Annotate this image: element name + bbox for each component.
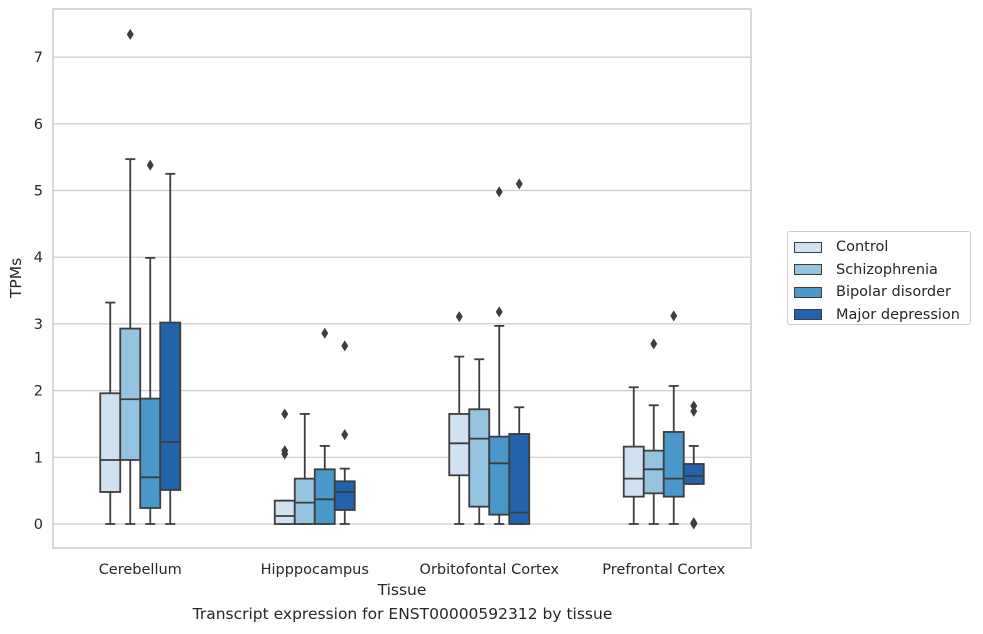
legend: Control Schizophrenia Bipolar disorder Majo…	[787, 231, 971, 325]
box-iqr	[293, 477, 316, 525]
outlier-marker	[281, 445, 289, 457]
y-tick-label: 6	[34, 117, 43, 133]
x-tick-label: Orbitofontal Cortex	[420, 562, 560, 578]
box-bipolar-disorder	[488, 186, 511, 525]
box-groups	[99, 28, 705, 530]
box-major-depression	[508, 178, 531, 525]
y-tick-labels: 0 1 2 3 4 5 6 7	[34, 50, 43, 533]
outlier-marker	[515, 178, 523, 190]
outlier-marker	[126, 28, 134, 40]
plot-frame	[52, 8, 752, 549]
y-tick-label: 2	[34, 384, 43, 400]
legend-swatch	[794, 264, 822, 276]
box-bipolar-disorder	[139, 159, 162, 525]
outlier-marker	[321, 327, 329, 339]
legend-swatch	[794, 309, 822, 321]
outlier-marker	[281, 408, 289, 420]
legend-item: Schizophrenia	[794, 259, 964, 282]
legend-label: Control	[836, 239, 889, 256]
figure-caption: Transcript expression for ENST0000059231…	[192, 605, 613, 623]
legend-label: Schizophrenia	[836, 261, 938, 278]
outlier-marker	[670, 310, 678, 322]
box-schizophrenia	[119, 28, 142, 525]
box-schizophrenia	[293, 413, 316, 525]
outlier-marker	[495, 186, 503, 198]
outlier-marker	[690, 400, 698, 412]
y-tick-label: 4	[34, 250, 43, 266]
outlier-marker	[495, 306, 503, 318]
x-tick-label: Cerebellum	[99, 562, 182, 578]
legend-label: Major depression	[836, 306, 960, 323]
legend-swatch	[794, 286, 822, 298]
box-iqr	[119, 327, 142, 461]
outlier-marker	[455, 311, 463, 323]
x-tick-label: Prefrontal Cortex	[602, 562, 725, 578]
legend-label: Bipolar disorder	[836, 284, 951, 301]
x-tick-label: Hipppocampus	[261, 562, 369, 578]
box-control	[622, 386, 645, 525]
y-tick-label: 0	[34, 517, 43, 533]
legend-item: Bipolar disorder	[794, 281, 964, 304]
outlier-marker	[146, 159, 154, 171]
box-iqr	[273, 499, 296, 525]
outlier-marker	[341, 429, 349, 441]
outlier-marker	[650, 338, 658, 350]
y-tick-label: 1	[34, 450, 43, 466]
box-iqr	[488, 435, 511, 516]
box-iqr	[682, 463, 705, 485]
box-bipolar-disorder	[313, 327, 336, 525]
x-axis-label: Tissue	[377, 581, 427, 599]
outlier-marker	[341, 340, 349, 352]
y-tick-label: 7	[34, 50, 43, 66]
outlier-marker	[690, 517, 698, 529]
y-tick-label: 5	[34, 184, 43, 200]
box-iqr	[622, 445, 645, 498]
box-schizophrenia	[642, 338, 665, 525]
box-iqr	[99, 392, 122, 493]
box-bipolar-disorder	[662, 310, 685, 525]
box-major-depression	[333, 340, 356, 525]
box-iqr	[508, 433, 531, 525]
box-iqr	[313, 468, 336, 525]
box-schizophrenia	[468, 358, 491, 525]
box-iqr	[159, 321, 182, 491]
box-major-depression	[682, 400, 705, 530]
y-axis-label: TPMs	[7, 258, 25, 299]
box-major-depression	[159, 172, 182, 525]
y-tick-label: 3	[34, 317, 43, 333]
box-iqr	[139, 397, 162, 509]
legend-item: Control	[794, 236, 964, 259]
legend-swatch	[794, 241, 822, 253]
box-iqr	[448, 413, 471, 477]
box-iqr	[662, 431, 685, 498]
box-control	[448, 311, 471, 525]
box-iqr	[642, 449, 665, 495]
legend-item: Major depression	[794, 304, 964, 327]
box-control	[99, 301, 122, 525]
box-iqr	[468, 408, 491, 508]
box-iqr	[333, 480, 356, 511]
x-tick-labels: Cerebellum Hipppocampus Orbitofontal Corte…	[99, 562, 726, 578]
box-control	[273, 408, 296, 525]
